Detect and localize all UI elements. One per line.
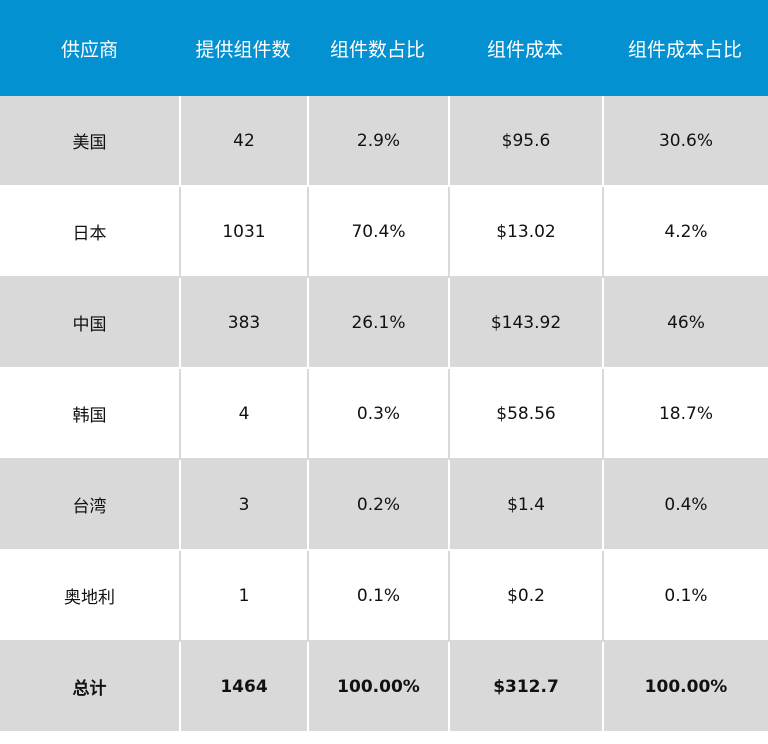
cell-component-count: 383	[179, 278, 307, 369]
total-component-count: 1464	[179, 642, 307, 733]
table-row: 美国 42 2.9% $95.6 30.6%	[0, 96, 768, 187]
header-supplier: 供应商	[0, 0, 179, 96]
cell-component-count: 3	[179, 460, 307, 551]
cell-supplier: 美国	[0, 96, 179, 187]
table-row: 日本 1031 70.4% $13.02 4.2%	[0, 187, 768, 278]
cell-component-cost: $95.6	[448, 96, 602, 187]
total-component-cost-share: 100.00%	[602, 642, 768, 733]
cell-component-count-share: 0.1%	[307, 551, 448, 642]
total-component-cost: $312.7	[448, 642, 602, 733]
cell-component-count: 4	[179, 369, 307, 460]
cell-component-count-share: 0.2%	[307, 460, 448, 551]
cell-component-cost-share: 18.7%	[602, 369, 768, 460]
cell-component-cost-share: 30.6%	[602, 96, 768, 187]
cell-component-cost-share: 46%	[602, 278, 768, 369]
cell-supplier: 台湾	[0, 460, 179, 551]
header-component-cost: 组件成本	[448, 0, 602, 96]
table-row: 中国 383 26.1% $143.92 46%	[0, 278, 768, 369]
cell-supplier: 中国	[0, 278, 179, 369]
total-component-count-share: 100.00%	[307, 642, 448, 733]
cell-component-cost: $13.02	[448, 187, 602, 278]
cell-component-cost-share: 0.1%	[602, 551, 768, 642]
cell-component-cost: $0.2	[448, 551, 602, 642]
cell-component-cost: $143.92	[448, 278, 602, 369]
header-component-count: 提供组件数	[179, 0, 307, 96]
cell-component-count: 42	[179, 96, 307, 187]
cell-supplier: 奥地利	[0, 551, 179, 642]
table-total-row: 总计 1464 100.00% $312.7 100.00%	[0, 642, 768, 733]
cell-component-count-share: 26.1%	[307, 278, 448, 369]
cell-supplier: 韩国	[0, 369, 179, 460]
header-component-count-share: 组件数占比	[307, 0, 448, 96]
cell-component-cost: $1.4	[448, 460, 602, 551]
table-row: 韩国 4 0.3% $58.56 18.7%	[0, 369, 768, 460]
cell-component-count-share: 70.4%	[307, 187, 448, 278]
header-component-cost-share: 组件成本占比	[602, 0, 768, 96]
cell-component-cost-share: 4.2%	[602, 187, 768, 278]
cell-component-count-share: 0.3%	[307, 369, 448, 460]
cell-component-cost: $58.56	[448, 369, 602, 460]
cell-supplier: 日本	[0, 187, 179, 278]
table-row: 台湾 3 0.2% $1.4 0.4%	[0, 460, 768, 551]
cell-component-count-share: 2.9%	[307, 96, 448, 187]
cell-component-count: 1031	[179, 187, 307, 278]
table-row: 奥地利 1 0.1% $0.2 0.1%	[0, 551, 768, 642]
cell-component-count: 1	[179, 551, 307, 642]
table-header-row: 供应商 提供组件数 组件数占比 组件成本 组件成本占比	[0, 0, 768, 96]
cell-component-cost-share: 0.4%	[602, 460, 768, 551]
total-label: 总计	[0, 642, 179, 733]
